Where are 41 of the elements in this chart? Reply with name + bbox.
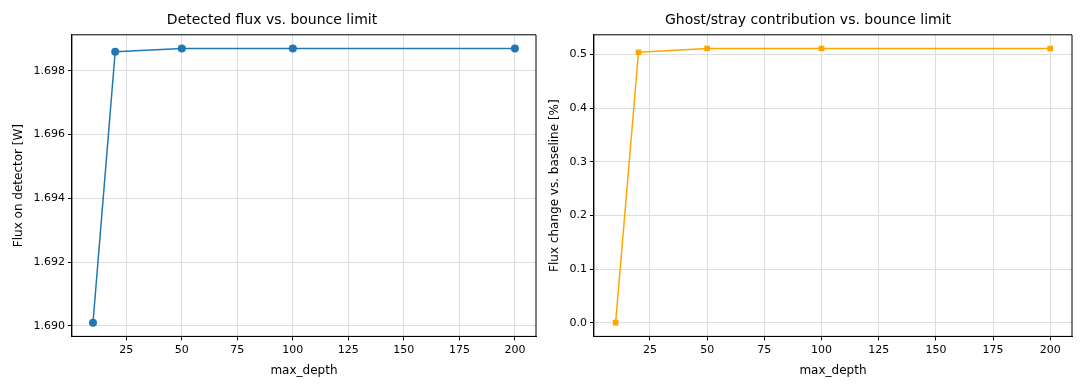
point <box>704 45 710 52</box>
x-tick-label: 50 <box>174 342 189 356</box>
y-tick-label: 1.694 <box>33 191 65 205</box>
x-tick-label: 175 <box>448 342 470 356</box>
y-axis-title: Flux change vs. baseline [%] <box>547 99 562 272</box>
x-axis-title: max_depth <box>270 362 338 377</box>
x-tick-label: 200 <box>504 342 526 356</box>
x-tick-label: 75 <box>230 342 245 356</box>
x-tick-label: 50 <box>700 342 715 356</box>
y-tick-label: 1.690 <box>33 318 65 332</box>
point <box>1047 45 1054 52</box>
x-tick-label: 125 <box>868 342 890 356</box>
y-axis-title: Flux on detector [W] <box>11 123 26 248</box>
point <box>288 44 297 53</box>
chart-title: Ghost/stray contribution vs. bounce limit <box>664 11 952 28</box>
point <box>635 49 642 56</box>
x-tick-label: 150 <box>925 342 947 356</box>
point <box>88 318 97 327</box>
point <box>510 44 519 53</box>
y-tick-label: 0.0 <box>569 315 587 329</box>
chart-title: Detected flux vs. bounce limit <box>166 11 378 28</box>
x-tick-label: 200 <box>1039 342 1061 356</box>
x-tick-label: 100 <box>282 342 304 356</box>
y-tick-label: 0.5 <box>569 47 587 61</box>
x-tick-label: 75 <box>757 342 772 356</box>
x-tick-label: 175 <box>982 342 1004 356</box>
y-tick-label: 1.696 <box>33 127 65 141</box>
point <box>111 47 120 56</box>
x-tick-label: 25 <box>119 342 134 356</box>
x-tick-label: 100 <box>811 342 833 356</box>
y-tick-label: 1.692 <box>33 254 65 268</box>
x-tick-label: 25 <box>642 342 657 356</box>
y-tick-label: 0.2 <box>569 208 587 222</box>
x-axis-title: max_depth <box>799 362 867 377</box>
y-tick-label: 1.698 <box>33 63 65 77</box>
y-tick-label: 0.3 <box>569 154 587 168</box>
point <box>177 44 186 53</box>
x-tick-label: 150 <box>393 342 415 356</box>
y-tick-label: 0.1 <box>569 261 587 275</box>
x-tick-label: 125 <box>337 342 359 356</box>
y-tick-label: 0.4 <box>569 100 587 114</box>
